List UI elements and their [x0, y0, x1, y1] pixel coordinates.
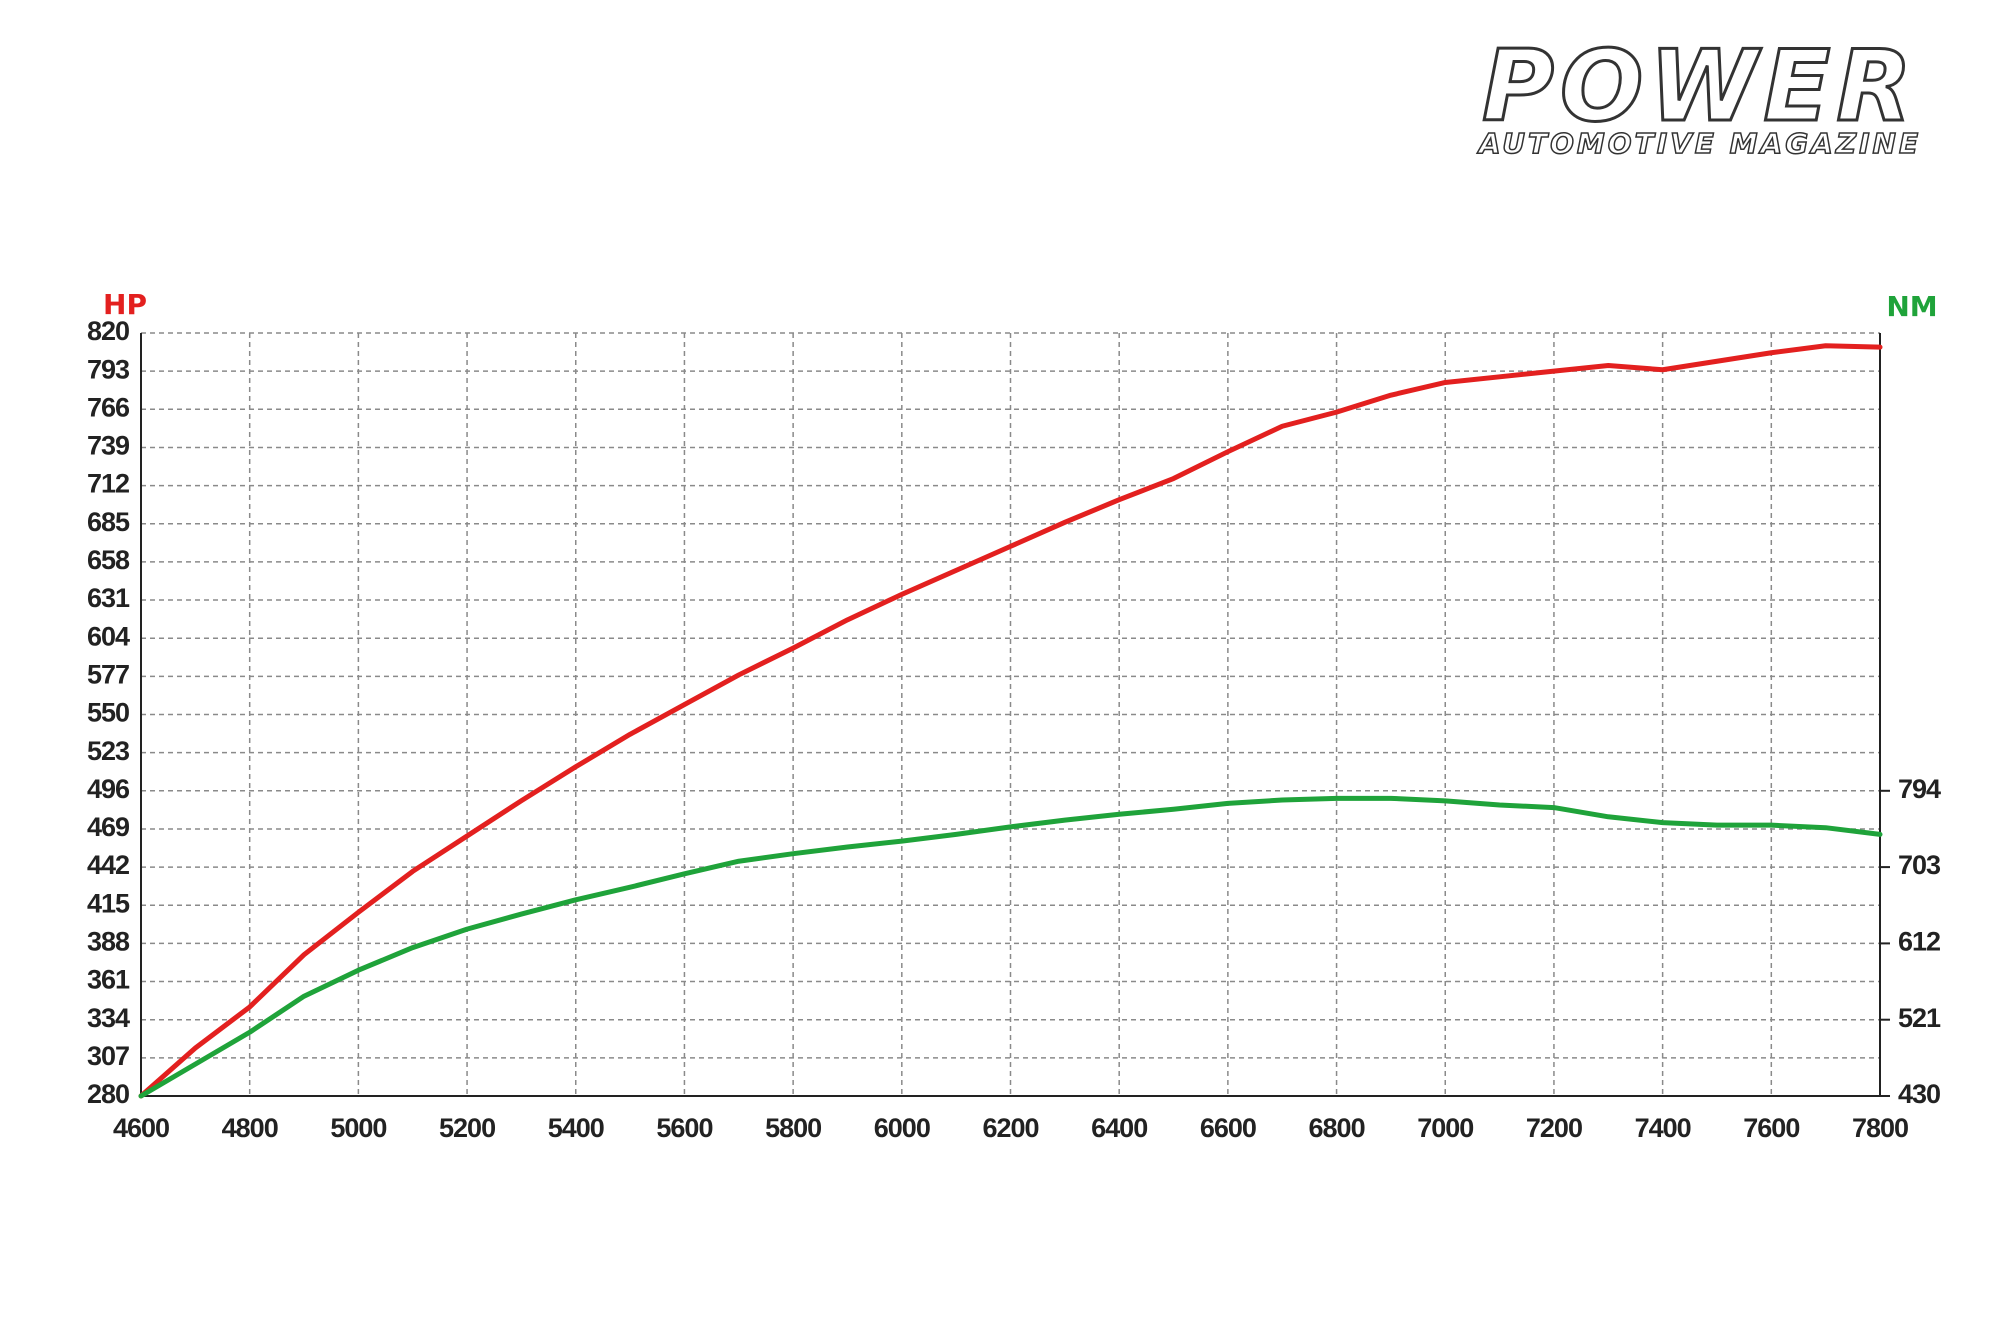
logo-subtitle: AUTOMOTIVE MAGAZINE [1477, 127, 1921, 160]
x-tick-label: 5400 [548, 1113, 604, 1143]
y-tick-label: 415 [87, 888, 130, 918]
y-tick-label: 307 [87, 1041, 129, 1071]
x-tick-label: 7400 [1635, 1113, 1691, 1143]
x-tick-label: 5600 [656, 1113, 712, 1143]
y-tick-label: 604 [87, 621, 130, 651]
y-tick-label: 523 [87, 736, 130, 766]
y-tick-label: 469 [87, 812, 130, 842]
y2-axis-label: NM [1886, 290, 1937, 323]
y2-tick-label: 612 [1898, 927, 1940, 957]
y2-tick-label: 794 [1898, 774, 1941, 804]
y-tick-label: 361 [87, 965, 130, 995]
y-tick-label: 280 [87, 1079, 129, 1109]
x-tick-label: 6800 [1309, 1113, 1365, 1143]
y-tick-label: 793 [87, 354, 130, 384]
logo-title: POWER [1482, 30, 1918, 144]
x-tick-label: 6000 [874, 1113, 930, 1143]
y-tick-label: 685 [87, 507, 130, 537]
x-tick-label: 5200 [439, 1113, 495, 1143]
x-tick-label: 7000 [1417, 1113, 1473, 1143]
x-tick-label: 6200 [982, 1113, 1038, 1143]
y-tick-label: 739 [87, 431, 130, 461]
y-tick-label: 496 [87, 774, 130, 804]
y2-tick-label: 521 [1898, 1003, 1941, 1033]
y-tick-label: 550 [87, 698, 129, 728]
x-tick-label: 4600 [113, 1113, 169, 1143]
y-tick-label: 631 [87, 583, 130, 613]
y-tick-label: 712 [87, 469, 129, 499]
y-axis-label: HP [103, 288, 147, 321]
y-tick-label: 388 [87, 927, 130, 957]
y-tick-label: 334 [87, 1003, 130, 1033]
x-tick-label: 5000 [330, 1113, 386, 1143]
x-tick-label: 7600 [1743, 1113, 1799, 1143]
x-tick-label: 6400 [1091, 1113, 1147, 1143]
x-tick-label: 6600 [1200, 1113, 1256, 1143]
y-tick-label: 658 [87, 545, 130, 575]
y2-tick-label: 703 [1898, 850, 1941, 880]
y-tick-label: 766 [87, 392, 130, 422]
logo: POWER AUTOMOTIVE MAGAZINE [1476, 28, 1921, 160]
x-tick-label: 7200 [1526, 1113, 1582, 1143]
x-tick-label: 5800 [765, 1113, 821, 1143]
y2-tick-label: 430 [1898, 1079, 1940, 1109]
x-tick-label: 4800 [222, 1113, 278, 1143]
x-tick-label: 7800 [1852, 1113, 1908, 1143]
y-tick-label: 820 [87, 316, 129, 346]
line-series [138, 795, 1883, 1099]
y-tick-label: 577 [87, 659, 129, 689]
line-series [138, 343, 1883, 1099]
y-tick-label: 442 [87, 850, 129, 880]
